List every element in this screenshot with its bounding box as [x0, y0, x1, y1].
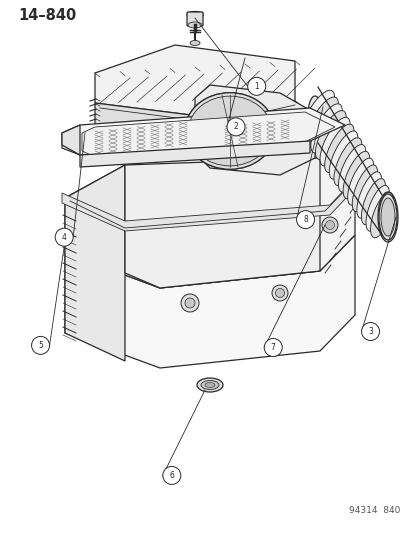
Ellipse shape: [185, 93, 274, 169]
Polygon shape: [95, 45, 294, 118]
Polygon shape: [80, 141, 309, 167]
Ellipse shape: [333, 138, 361, 185]
Ellipse shape: [201, 381, 218, 390]
Text: 14–840: 14–840: [18, 8, 76, 23]
Polygon shape: [95, 103, 214, 158]
Ellipse shape: [324, 124, 353, 173]
Ellipse shape: [338, 144, 365, 192]
Circle shape: [247, 77, 265, 95]
Circle shape: [185, 298, 195, 308]
Ellipse shape: [356, 172, 381, 218]
Ellipse shape: [185, 93, 274, 169]
Text: 6: 6: [169, 471, 174, 480]
Ellipse shape: [204, 383, 214, 387]
Polygon shape: [65, 145, 354, 288]
Polygon shape: [62, 171, 361, 231]
Circle shape: [325, 221, 334, 230]
Ellipse shape: [378, 194, 396, 240]
Circle shape: [321, 217, 337, 233]
Ellipse shape: [351, 165, 377, 212]
Polygon shape: [62, 108, 344, 155]
Polygon shape: [125, 158, 319, 288]
Polygon shape: [195, 85, 314, 175]
Circle shape: [361, 322, 379, 341]
Polygon shape: [65, 235, 354, 368]
Text: 5: 5: [38, 341, 43, 350]
Circle shape: [271, 285, 287, 301]
Ellipse shape: [188, 96, 271, 166]
Ellipse shape: [188, 22, 202, 28]
Ellipse shape: [301, 90, 334, 140]
Circle shape: [226, 118, 244, 136]
Text: 1: 1: [254, 82, 259, 91]
Ellipse shape: [342, 151, 369, 199]
Text: 8: 8: [302, 215, 307, 224]
Circle shape: [275, 288, 284, 297]
FancyBboxPatch shape: [187, 12, 202, 26]
Ellipse shape: [310, 104, 342, 153]
Ellipse shape: [187, 12, 202, 19]
Ellipse shape: [370, 192, 392, 238]
Ellipse shape: [361, 179, 385, 225]
Ellipse shape: [319, 117, 349, 166]
Polygon shape: [62, 125, 80, 155]
Ellipse shape: [188, 96, 271, 166]
Ellipse shape: [306, 97, 337, 147]
Circle shape: [263, 338, 282, 357]
Ellipse shape: [380, 198, 394, 236]
Polygon shape: [214, 101, 309, 163]
Text: 4: 4: [62, 233, 66, 241]
Ellipse shape: [190, 41, 199, 45]
Circle shape: [296, 211, 314, 229]
Circle shape: [31, 336, 50, 354]
Text: 2: 2: [233, 123, 238, 131]
Text: 7: 7: [270, 343, 275, 352]
Circle shape: [180, 294, 199, 312]
Ellipse shape: [328, 131, 357, 179]
Polygon shape: [82, 112, 334, 157]
Circle shape: [162, 466, 180, 484]
Ellipse shape: [365, 185, 389, 231]
Text: 94314  840: 94314 840: [348, 506, 399, 515]
Text: 3: 3: [367, 327, 372, 336]
Polygon shape: [65, 165, 125, 361]
Circle shape: [55, 228, 73, 246]
Ellipse shape: [197, 378, 223, 392]
Ellipse shape: [315, 110, 345, 159]
Ellipse shape: [307, 96, 321, 134]
Ellipse shape: [347, 158, 373, 205]
